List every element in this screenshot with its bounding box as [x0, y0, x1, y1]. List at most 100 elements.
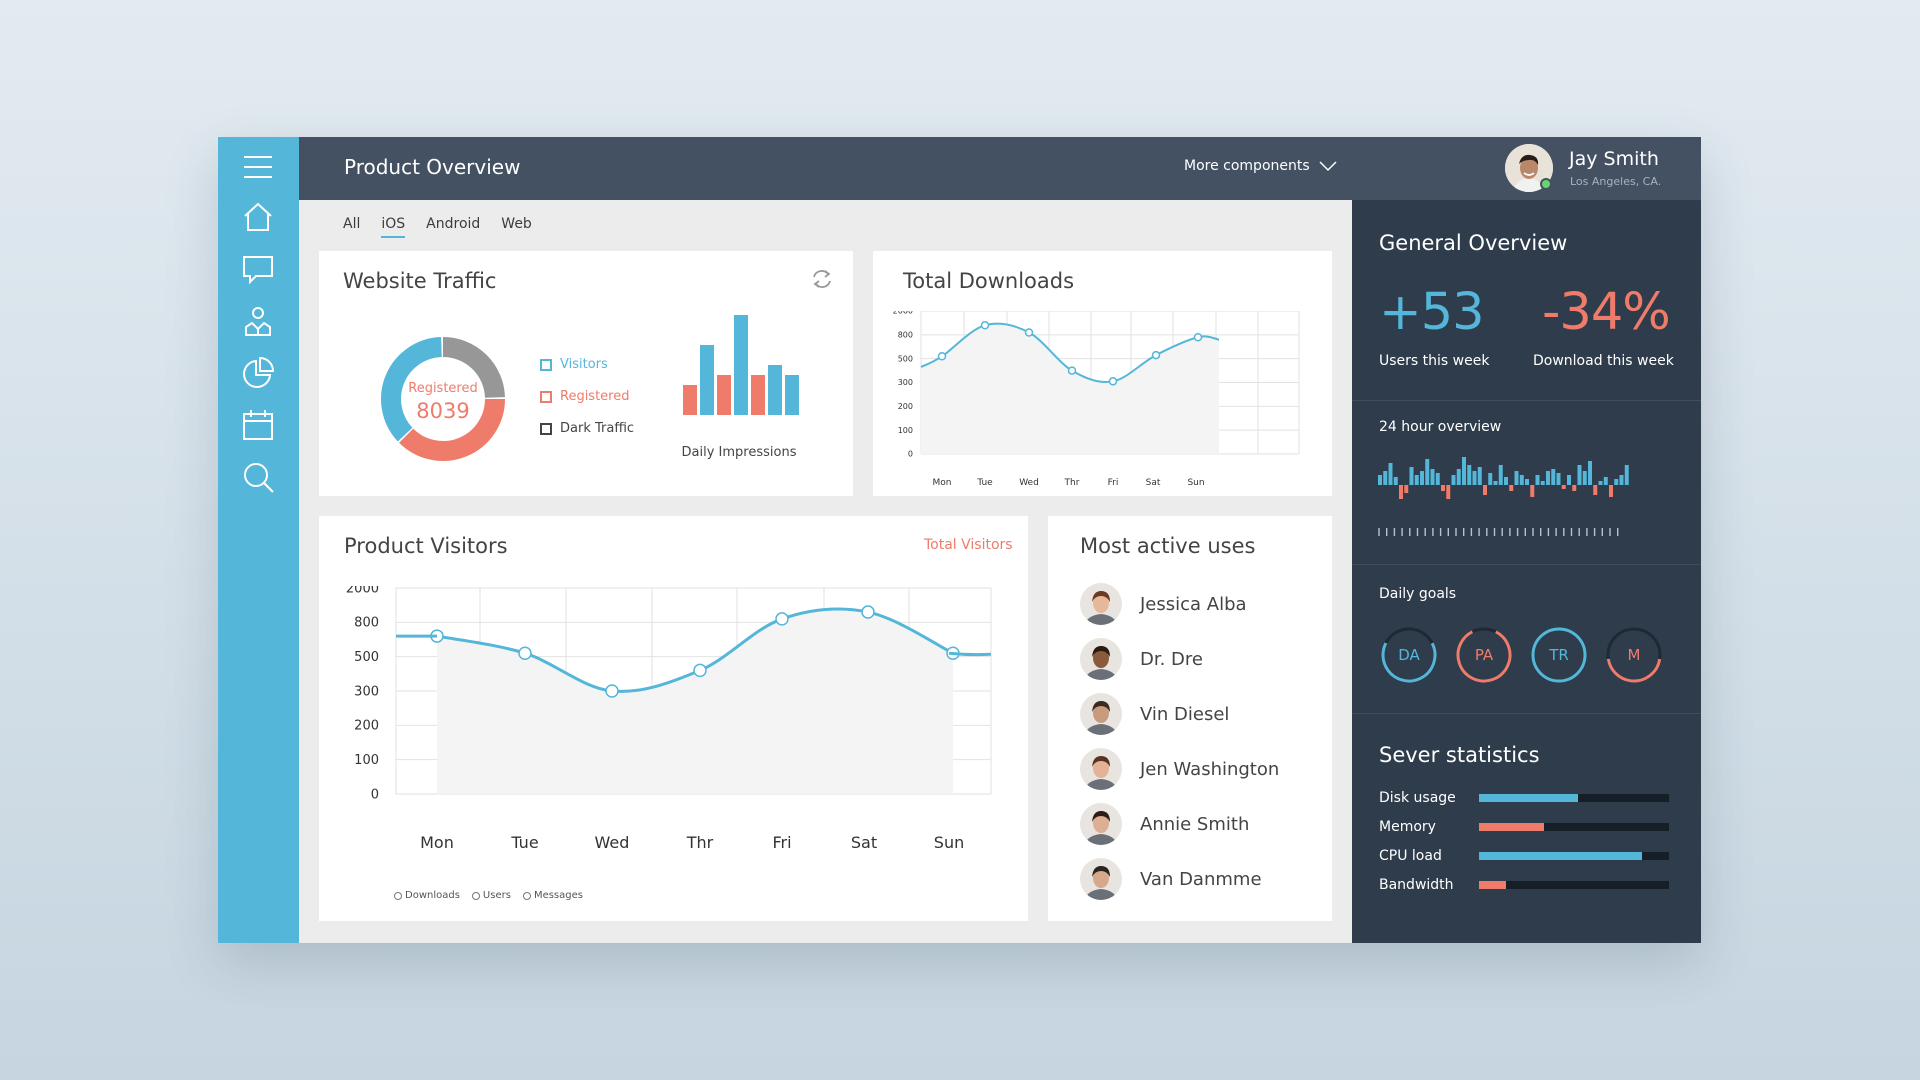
tab-ios[interactable]: iOS	[381, 216, 405, 238]
hourly-bar	[1614, 479, 1619, 485]
dashboard-frame: Product Overview More components Jay Smi…	[218, 137, 1701, 943]
legend-registered[interactable]: Registered	[540, 389, 634, 404]
refresh-icon[interactable]	[810, 268, 834, 290]
more-components-label: More components	[1184, 158, 1310, 174]
x-tick-label: Thr	[1064, 478, 1080, 488]
goal-tr[interactable]: TR	[1529, 625, 1589, 685]
users-icon[interactable]	[240, 303, 276, 339]
website-traffic-donut	[381, 337, 505, 461]
hourly-bar	[1451, 475, 1456, 485]
list-item[interactable]: Van Danmme	[1080, 858, 1262, 900]
menu-icon[interactable]	[240, 149, 276, 185]
tab-all[interactable]: All	[343, 216, 361, 232]
stat-row: Disk usage	[1379, 790, 1669, 806]
data-point[interactable]	[693, 663, 707, 678]
chat-icon[interactable]	[240, 251, 276, 287]
hourly-bar	[1425, 459, 1430, 485]
hourly-bar	[1588, 461, 1592, 485]
daily-goals: DA PA TR M	[1379, 625, 1679, 689]
hourly-bar	[1598, 481, 1603, 485]
donut-slice-dark-traffic	[442, 337, 505, 399]
hourly-bar	[1535, 475, 1540, 485]
divider	[1352, 713, 1701, 714]
data-point[interactable]	[775, 612, 789, 626]
user-name: Jay Smith	[1569, 148, 1659, 170]
tab-android[interactable]: Android	[426, 216, 481, 232]
data-point[interactable]	[1024, 328, 1034, 337]
data-point[interactable]	[1108, 377, 1118, 386]
legend-downloads[interactable]: Downloads	[394, 890, 460, 901]
daily-impressions-chart	[683, 315, 799, 415]
goal-pa[interactable]: PA	[1454, 625, 1514, 685]
home-icon[interactable]	[240, 199, 276, 235]
donut-slice-registered	[399, 398, 505, 461]
data-point[interactable]	[1067, 366, 1077, 375]
y-tick-label: 200	[898, 402, 913, 411]
stat-track	[1479, 794, 1669, 802]
total-downloads-card: Total Downloads 0 100 200 300 500 800 2000 Mon T…	[873, 251, 1332, 496]
goal-m[interactable]: M	[1604, 625, 1664, 685]
impression-bar	[785, 375, 799, 415]
data-point[interactable]	[1151, 350, 1161, 360]
legend-users[interactable]: Users	[471, 890, 511, 901]
data-point[interactable]	[861, 605, 875, 619]
x-tick-label: Mon	[420, 833, 454, 852]
avatar	[1080, 583, 1122, 625]
impression-bar	[700, 345, 714, 415]
search-icon[interactable]	[240, 459, 276, 495]
hourly-bar	[1509, 485, 1514, 491]
calendar-icon[interactable]	[240, 407, 276, 443]
goal-da[interactable]: DA	[1379, 625, 1439, 685]
legend-visitors[interactable]: Visitors	[540, 357, 634, 372]
list-item[interactable]: Annie Smith	[1080, 803, 1249, 845]
hourly-bar	[1624, 465, 1629, 485]
list-item[interactable]: Jessica Alba	[1080, 583, 1247, 625]
data-point[interactable]	[1193, 332, 1203, 342]
data-point[interactable]	[980, 321, 990, 330]
impression-bar	[734, 315, 748, 415]
hourly-bar	[1603, 477, 1608, 485]
list-item[interactable]: Vin Diesel	[1080, 693, 1229, 735]
hourly-bar	[1556, 473, 1561, 485]
x-tick-label: Fri	[772, 833, 791, 852]
impression-bar	[768, 365, 782, 415]
y-tick-label: 200	[354, 719, 379, 734]
legend-dark-traffic[interactable]: Dark Traffic	[540, 421, 634, 436]
hourly-bar	[1435, 473, 1440, 485]
hourly-bar	[1472, 471, 1477, 485]
list-item[interactable]: Dr. Dre	[1080, 638, 1203, 680]
list-item[interactable]: Jen Washington	[1080, 748, 1279, 790]
downloads-this-week-label: Download this week	[1533, 353, 1674, 369]
goal-label: PA	[1474, 646, 1494, 664]
product-visitors-title: Product Visitors	[344, 534, 508, 558]
hourly-bar	[1609, 485, 1613, 497]
hourly-bar	[1383, 471, 1388, 485]
legend-users-label: Users	[482, 890, 511, 901]
hourly-bar	[1483, 485, 1487, 495]
page-title: Product Overview	[344, 155, 521, 179]
data-point[interactable]	[518, 646, 532, 660]
more-components-dropdown[interactable]: More components	[1184, 158, 1338, 174]
stat-row: CPU load	[1379, 848, 1669, 864]
stat-label: CPU load	[1379, 848, 1442, 864]
hourly-bar	[1519, 475, 1524, 485]
x-tick-label: Tue	[510, 833, 538, 852]
avatar	[1080, 858, 1122, 900]
data-point[interactable]	[937, 352, 947, 361]
hourly-bar	[1441, 485, 1445, 491]
product-visitors-chart: 0 100 200 300 500 800 2000 Mon Tue Wed Thr Fri Sat Su…	[346, 586, 992, 852]
total-visitors-filter[interactable]: Total Visitors	[924, 537, 1013, 553]
hourly-bar	[1456, 469, 1461, 485]
pie-chart-icon[interactable]	[240, 355, 276, 391]
tab-web[interactable]: Web	[501, 216, 532, 232]
data-point[interactable]	[605, 684, 619, 698]
goal-label: TR	[1549, 646, 1569, 664]
stat-label: Disk usage	[1379, 790, 1456, 806]
general-overview-title: General Overview	[1379, 231, 1568, 255]
stat-fill	[1479, 881, 1506, 889]
legend-messages[interactable]: Messages	[522, 890, 583, 901]
avatar	[1080, 748, 1122, 790]
x-tick-label: Fri	[1108, 478, 1119, 488]
user-name: Jessica Alba	[1140, 593, 1247, 615]
x-tick-label: Wed	[595, 833, 630, 852]
